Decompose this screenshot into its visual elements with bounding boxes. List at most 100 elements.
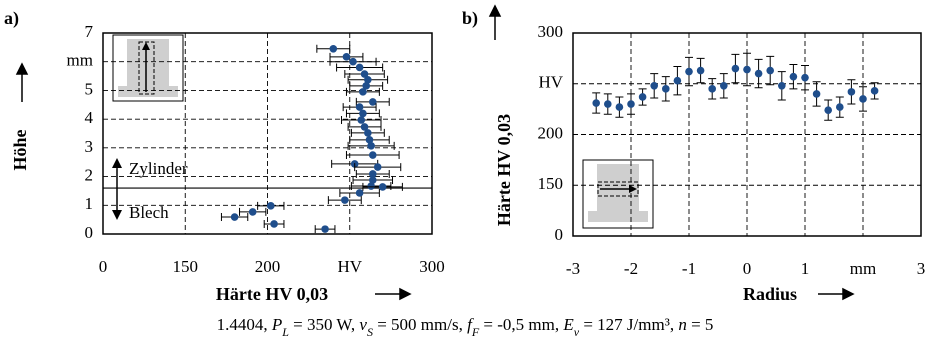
y-axis-title: Härte HV 0,03: [494, 114, 514, 226]
y-tick-label: 0: [555, 225, 564, 244]
data-point: [230, 213, 239, 221]
inset-right: [582, 159, 654, 229]
data-point: [650, 81, 658, 90]
x-tick-label: 300: [419, 257, 445, 276]
x-tick-label: 3: [917, 259, 926, 278]
annotation: Blech: [129, 203, 169, 222]
caption: 1.4404, PL = 350 W, vS = 500 mm/s, fF = …: [217, 315, 714, 337]
caption-part: S: [367, 325, 373, 337]
data-point: [824, 106, 832, 114]
data-point: [359, 109, 367, 118]
x-tick-label: -3: [566, 259, 580, 278]
data-point: [754, 69, 763, 78]
data-point: [360, 123, 369, 131]
y-tick-label: 7: [85, 22, 94, 41]
data-point: [378, 183, 387, 191]
data-point: [368, 98, 377, 106]
caption-part: F: [471, 325, 480, 337]
caption-part: = 500 mm/s,: [373, 315, 467, 334]
data-point: [342, 53, 351, 61]
y-tick-label: 0: [85, 223, 94, 242]
data-point: [870, 87, 879, 95]
data-point: [836, 103, 844, 111]
y-tick-label: mm: [67, 51, 93, 70]
data-point: [592, 99, 600, 107]
data-point: [357, 116, 366, 124]
data-point: [364, 129, 372, 137]
data-point: [355, 189, 364, 197]
x-axis-title: Radius: [743, 284, 797, 304]
data-point: [789, 72, 798, 81]
caption-part: n: [678, 315, 687, 334]
y-tick-label: 1: [85, 194, 94, 213]
data-point: [367, 182, 375, 190]
x-axis-title: Härte HV 0,03: [216, 284, 328, 304]
x-tick-label: 0: [743, 259, 752, 278]
x-tick-label: mm: [850, 259, 876, 278]
data-point: [859, 95, 867, 103]
x-tick-label: 200: [255, 257, 281, 276]
caption-part: = 5: [687, 315, 714, 334]
data-point: [743, 65, 751, 74]
data-point: [329, 44, 338, 53]
y-tick-label: 5: [85, 79, 94, 98]
data-point: [270, 220, 278, 228]
plot-frame: [102, 32, 433, 235]
y-axis-title: Höhe: [10, 129, 30, 170]
data-point: [847, 88, 856, 96]
data-point: [731, 64, 740, 73]
x-tick-label: -2: [624, 259, 638, 278]
y-tick-label: 3: [85, 137, 94, 156]
data-point: [364, 76, 372, 84]
data-point: [355, 63, 364, 72]
y-tick-label: 150: [538, 174, 564, 193]
data-point: [359, 88, 367, 96]
data-point: [341, 196, 349, 204]
annotation: Zylinder: [129, 159, 188, 178]
data-point: [368, 170, 377, 178]
y-tick-label: 4: [85, 108, 94, 127]
data-point: [766, 66, 774, 75]
data-point: [248, 208, 257, 216]
data-point: [812, 90, 821, 98]
caption-part: = 350 W,: [289, 315, 360, 334]
data-point: [696, 66, 705, 75]
x-tick-label: 1: [801, 259, 810, 278]
caption-part: = 127 J/mm³,: [579, 315, 678, 334]
caption-part: v: [574, 325, 580, 337]
data-point: [615, 103, 624, 111]
data-point: [367, 142, 375, 150]
data-point: [349, 57, 357, 66]
panel-label: b): [462, 8, 478, 29]
caption-part: E: [562, 315, 574, 334]
data-point: [638, 93, 647, 101]
data-point: [362, 82, 371, 90]
x-tick-label: 0: [99, 257, 108, 276]
data-point: [673, 76, 682, 85]
x-tick-label: -1: [682, 259, 696, 278]
inset-left: [112, 34, 184, 102]
y-tick-label: 300: [538, 22, 564, 41]
data-point: [685, 67, 693, 76]
data-point: [266, 202, 275, 210]
plot-frame: [572, 32, 922, 237]
caption-part: 1.4404,: [217, 315, 272, 334]
data-point: [355, 103, 364, 111]
caption-part: = -0,5 mm,: [479, 315, 563, 334]
caption-part: v: [359, 315, 367, 334]
data-point: [708, 85, 716, 93]
x-tick-label: HV: [337, 257, 362, 276]
caption-part: L: [281, 325, 289, 337]
x-tick-label: 150: [173, 257, 199, 276]
data-point: [365, 136, 374, 144]
data-point: [801, 73, 809, 82]
data-point: [368, 176, 377, 184]
panel-label: a): [4, 8, 19, 29]
data-point: [778, 81, 786, 90]
data-point: [662, 85, 670, 93]
caption-part: P: [271, 315, 282, 334]
y-tick-label: 200: [538, 123, 564, 142]
data-point: [321, 225, 329, 233]
data-point: [373, 163, 382, 171]
